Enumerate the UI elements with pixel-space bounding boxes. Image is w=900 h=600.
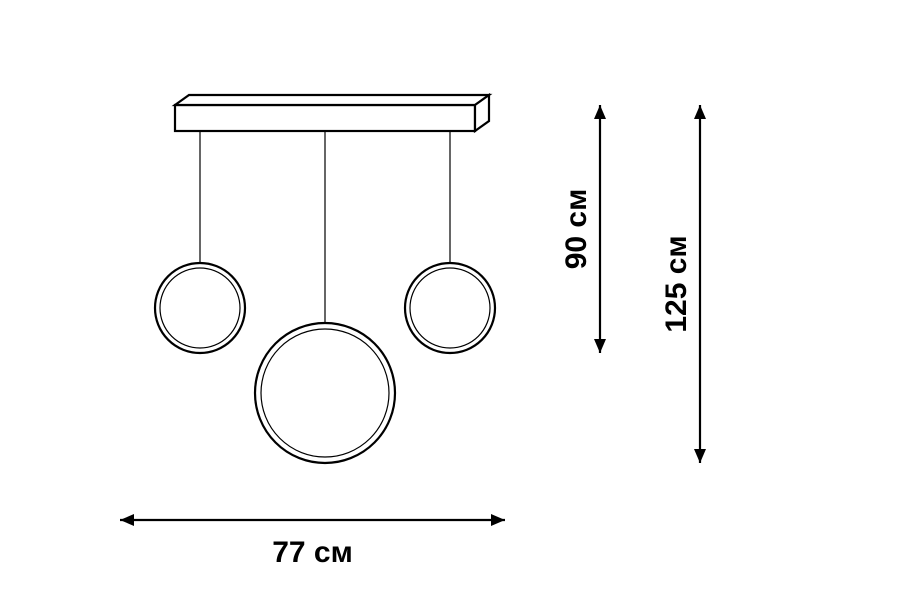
dim-label-h90: 90 см <box>560 189 593 270</box>
ceiling-bar-top <box>175 95 489 105</box>
dim-label-width: 77 см <box>272 536 353 569</box>
dim-label-h125: 125 см <box>660 235 693 332</box>
ceiling-bar-front <box>175 105 475 131</box>
